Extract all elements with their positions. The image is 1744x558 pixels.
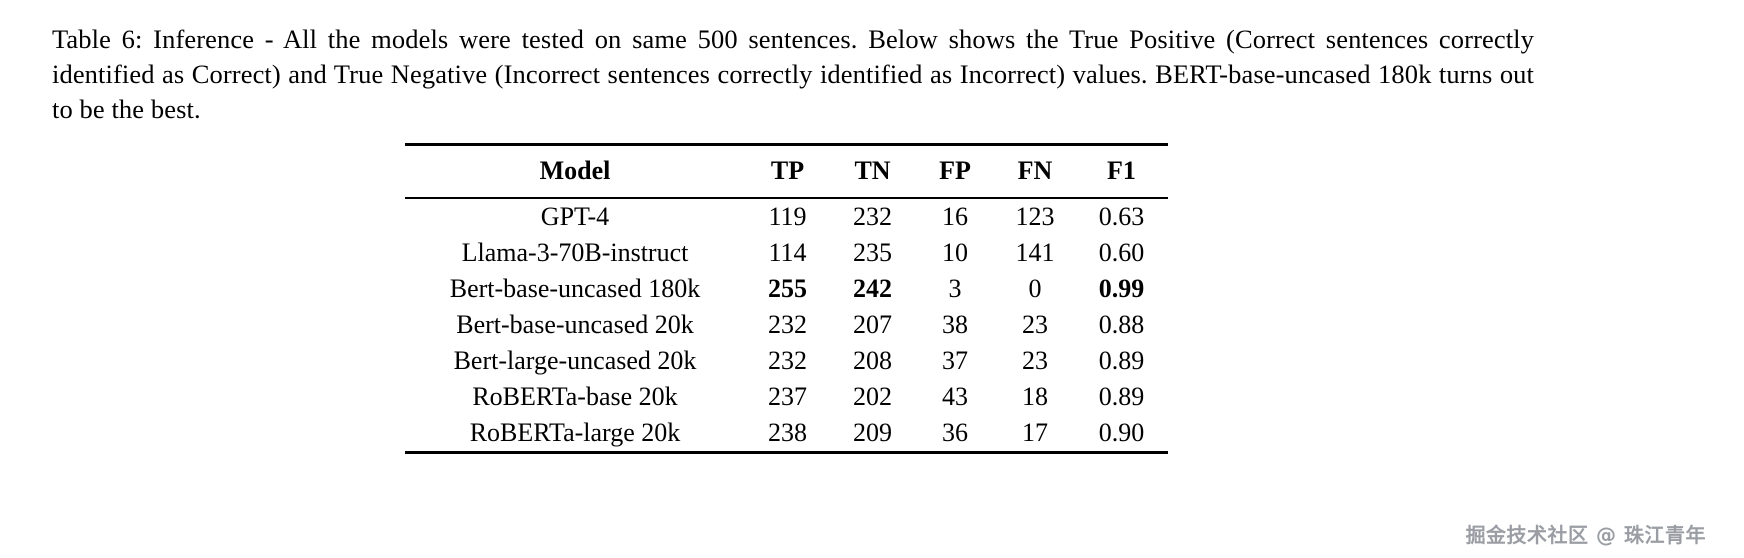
model-cell: Bert-base-uncased 20k xyxy=(456,310,694,339)
table-row: RoBERTa-base 20k 237 202 43 18 0.89 xyxy=(405,379,1168,415)
f1-cell: 0.89 xyxy=(1098,382,1145,411)
f1-cell: 0.88 xyxy=(1098,310,1145,339)
tp-cell: 232 xyxy=(768,310,807,339)
tn-cell: 232 xyxy=(853,202,892,231)
f1-cell: 0.99 xyxy=(1098,274,1145,303)
tp-cell: 237 xyxy=(768,382,807,411)
table-row: Bert-base-uncased 20k 232 207 38 23 0.88 xyxy=(405,307,1168,343)
watermark-text: 掘金技术社区 @ 珠江青年 xyxy=(1465,523,1706,547)
results-table: Model TP TN FP FN F1 GPT-4 119 232 16 12… xyxy=(405,143,1168,454)
table-row: RoBERTa-large 20k 238 209 36 17 0.90 xyxy=(405,415,1168,453)
table-caption: Table 6: Inference - All the models were… xyxy=(52,24,1534,124)
header-model: Model xyxy=(405,144,745,199)
f1-cell: 0.89 xyxy=(1098,346,1145,375)
model-cell: Bert-base-uncased 180k xyxy=(449,274,701,303)
fn-cell: 18 xyxy=(1022,382,1048,411)
table-row: Bert-large-uncased 20k 232 208 37 23 0.8… xyxy=(405,343,1168,379)
model-cell: Llama-3-70B-instruct xyxy=(461,238,689,267)
model-cell: RoBERTa-base 20k xyxy=(472,382,678,411)
model-cell: GPT-4 xyxy=(540,202,610,231)
table-row: Llama-3-70B-instruct 114 235 10 141 0.60 xyxy=(405,235,1168,271)
fp-cell: 3 xyxy=(948,274,962,303)
tn-cell: 208 xyxy=(853,346,892,375)
results-table-container: Model TP TN FP FN F1 GPT-4 119 232 16 12… xyxy=(405,143,1168,454)
table-row: Bert-base-uncased 180k 255 242 3 0 0.99 xyxy=(405,271,1168,307)
tn-cell: 207 xyxy=(853,310,892,339)
fp-cell: 37 xyxy=(942,346,968,375)
header-tp: TP xyxy=(745,144,830,199)
header-fp: FP xyxy=(915,144,995,199)
header-tn: TN xyxy=(830,144,915,199)
fn-cell: 23 xyxy=(1022,310,1048,339)
fn-cell: 141 xyxy=(1015,238,1055,267)
header-f1: F1 xyxy=(1075,144,1168,199)
tp-cell: 238 xyxy=(768,418,807,447)
fp-cell: 10 xyxy=(942,238,968,267)
table-row: GPT-4 119 232 16 123 0.63 xyxy=(405,198,1168,235)
tp-cell: 114 xyxy=(768,238,807,267)
tp-cell: 119 xyxy=(768,202,807,231)
tn-cell: 209 xyxy=(853,418,892,447)
fp-cell: 38 xyxy=(942,310,968,339)
fp-cell: 36 xyxy=(942,418,968,447)
table-header-row: Model TP TN FP FN F1 xyxy=(405,144,1168,199)
f1-cell: 0.63 xyxy=(1098,202,1145,231)
model-cell: RoBERTa-large 20k xyxy=(469,418,681,447)
tn-cell: 242 xyxy=(853,274,892,303)
model-cell: Bert-large-uncased 20k xyxy=(453,346,697,375)
fn-cell: 0 xyxy=(1028,274,1042,303)
tn-cell: 202 xyxy=(853,382,892,411)
tn-cell: 235 xyxy=(853,238,892,267)
header-fn: FN xyxy=(995,144,1075,199)
tp-cell: 232 xyxy=(768,346,807,375)
fp-cell: 43 xyxy=(942,382,968,411)
fp-cell: 16 xyxy=(942,202,968,231)
fn-cell: 23 xyxy=(1022,346,1048,375)
tp-cell: 255 xyxy=(768,274,807,303)
fn-cell: 123 xyxy=(1015,202,1055,231)
f1-cell: 0.60 xyxy=(1098,238,1145,267)
f1-cell: 0.90 xyxy=(1098,418,1145,447)
fn-cell: 17 xyxy=(1022,418,1048,447)
